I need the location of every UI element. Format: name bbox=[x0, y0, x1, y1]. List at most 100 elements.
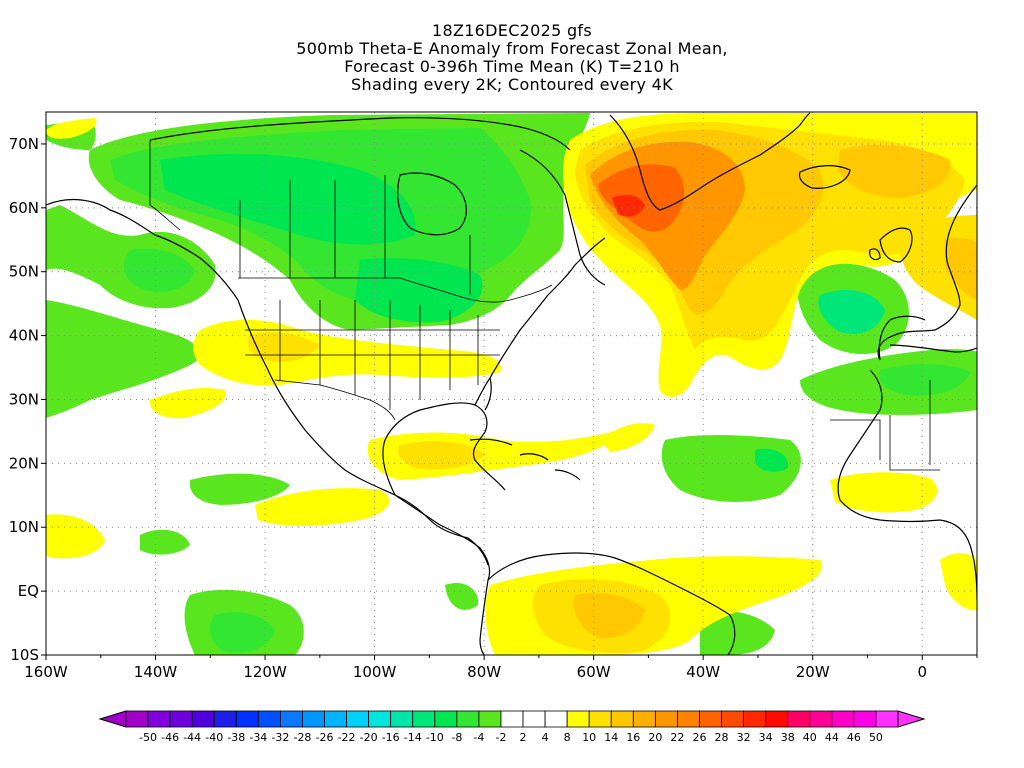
shade-africa-west bbox=[830, 472, 938, 513]
colorbar-label: 8 bbox=[564, 731, 571, 744]
shade-gulf-caribbean-core bbox=[398, 441, 485, 470]
colorbar-arrow-right bbox=[897, 710, 926, 728]
colorbar-swatch bbox=[235, 710, 259, 728]
lat-tick-label: 60N bbox=[9, 199, 39, 217]
coast-arctic bbox=[149, 117, 571, 151]
coast-british-isles bbox=[869, 227, 913, 263]
shade-pacific-blob bbox=[140, 529, 190, 555]
colorbar-swatch bbox=[500, 710, 524, 728]
shade-east-atlantic-core bbox=[818, 290, 885, 334]
lon-tick-label: 60W bbox=[577, 663, 611, 681]
colorbar-swatch bbox=[743, 710, 767, 728]
coast-iberia bbox=[878, 315, 926, 361]
colorbar-label: -32 bbox=[271, 731, 289, 744]
colorbar-swatch bbox=[390, 710, 414, 728]
colorbar-label: -10 bbox=[426, 731, 444, 744]
latitude-axis: 70N 60N 50N 40N 30N 20N 10N EQ 10S bbox=[9, 135, 46, 664]
shade-us-positive-core bbox=[248, 332, 320, 362]
lon-tick-label: 20W bbox=[796, 663, 830, 681]
shade-north-atlantic-warm-6 bbox=[612, 194, 645, 217]
colorbar-swatch bbox=[721, 710, 744, 728]
coast-south-america bbox=[479, 552, 736, 655]
borders-africa bbox=[830, 380, 940, 471]
colorbar-label: -26 bbox=[316, 731, 334, 744]
shade-alaska-yellow bbox=[46, 118, 97, 139]
colorbar-label: -14 bbox=[404, 731, 422, 744]
lat-tick-label: 40N bbox=[9, 327, 39, 345]
shade-tropical-atlantic-core bbox=[755, 448, 789, 472]
shade-west-pacific-10n bbox=[46, 514, 105, 559]
colorbar-label: 10 bbox=[582, 731, 596, 744]
colorbar-swatch bbox=[853, 710, 877, 728]
colorbar-swatch bbox=[787, 710, 811, 728]
shade-s-america-core-inner bbox=[573, 593, 645, 639]
border-us-mexico bbox=[274, 379, 396, 421]
colorbar-label: 2 bbox=[520, 731, 527, 744]
shade-africa-north-core bbox=[878, 364, 970, 396]
coast-labrador bbox=[519, 149, 606, 286]
colorbar-swatch bbox=[809, 710, 833, 728]
colorbar-label: -44 bbox=[183, 731, 201, 744]
political-borders bbox=[149, 140, 940, 471]
coast-europe bbox=[877, 184, 977, 361]
colorbar-label: 28 bbox=[715, 731, 729, 744]
colorbar-label: -4 bbox=[473, 731, 484, 744]
colorbar-label: -16 bbox=[382, 731, 400, 744]
coast-east-us bbox=[489, 237, 606, 379]
shade-hudson-core bbox=[160, 154, 416, 245]
title-variable: 500mb Theta-E Anomaly from Forecast Zona… bbox=[296, 39, 728, 58]
colorbar-swatch bbox=[566, 710, 590, 728]
borders-us-states bbox=[245, 300, 500, 410]
coast-central-america bbox=[394, 494, 491, 581]
colorbar-label: -40 bbox=[205, 731, 223, 744]
lon-tick-label: 160W bbox=[24, 663, 68, 681]
lon-tick-label: 40W bbox=[686, 663, 720, 681]
lat-tick-label: 10N bbox=[9, 518, 39, 536]
lat-tick-label: 70N bbox=[9, 135, 39, 153]
colorbar-arrow-left bbox=[98, 710, 127, 728]
lat-tick-label: 50N bbox=[9, 263, 39, 281]
colorbar-label: 34 bbox=[759, 731, 773, 744]
map-title-block: 18Z16DEC2025 gfs 500mb Theta-E Anomaly f… bbox=[0, 22, 1024, 94]
coast-alaska bbox=[46, 199, 239, 301]
coastlines bbox=[46, 112, 977, 655]
colorbar-swatch bbox=[191, 710, 215, 728]
colorbar-label: -38 bbox=[227, 731, 245, 744]
lat-tick-label: EQ bbox=[18, 582, 39, 600]
colorbar-swatch bbox=[324, 710, 347, 728]
shade-mid-atlantic-yellow bbox=[600, 423, 655, 452]
colorbar-swatch bbox=[875, 710, 899, 728]
shade-southatlantic-green bbox=[700, 610, 775, 655]
border-us-canada bbox=[238, 277, 553, 303]
colorbar-label: 4 bbox=[542, 731, 549, 744]
lat-tick-label: 20N bbox=[9, 454, 39, 472]
lat-tick-label: 10S bbox=[10, 646, 39, 664]
colorbar-swatch bbox=[147, 710, 171, 728]
lon-tick-label: 0 bbox=[917, 663, 927, 681]
border-alaska-canada bbox=[149, 140, 181, 231]
shade-europe-orange bbox=[945, 237, 977, 300]
colorbar-swatch bbox=[765, 710, 789, 728]
colorbar-label: -34 bbox=[249, 731, 267, 744]
colorbar-label: 26 bbox=[692, 731, 706, 744]
colorbar-label: -50 bbox=[139, 731, 157, 744]
colorbar-label: 44 bbox=[825, 731, 839, 744]
colorbar-swatch bbox=[169, 710, 193, 728]
coast-greenland bbox=[609, 112, 811, 211]
shade-caribbean-green bbox=[445, 582, 479, 610]
colorbar-swatch bbox=[610, 710, 634, 728]
shade-pacific-tropic bbox=[189, 473, 290, 505]
lon-tick-label: 140W bbox=[134, 663, 178, 681]
colorbar-label: 32 bbox=[737, 731, 751, 744]
colorbar-swatch bbox=[456, 710, 480, 728]
shade-pacific-diagonal bbox=[149, 388, 226, 419]
colorbar-swatch bbox=[125, 710, 149, 728]
shade-africa-south bbox=[940, 553, 977, 611]
colorbar-swatch bbox=[257, 710, 281, 728]
colorbar-swatch bbox=[412, 710, 436, 728]
colorbar-swatch bbox=[544, 710, 568, 728]
lon-tick-label: 80W bbox=[467, 663, 501, 681]
shade-pacific-north-core bbox=[124, 248, 195, 292]
shade-north-atlantic-warm-5 bbox=[598, 164, 685, 232]
